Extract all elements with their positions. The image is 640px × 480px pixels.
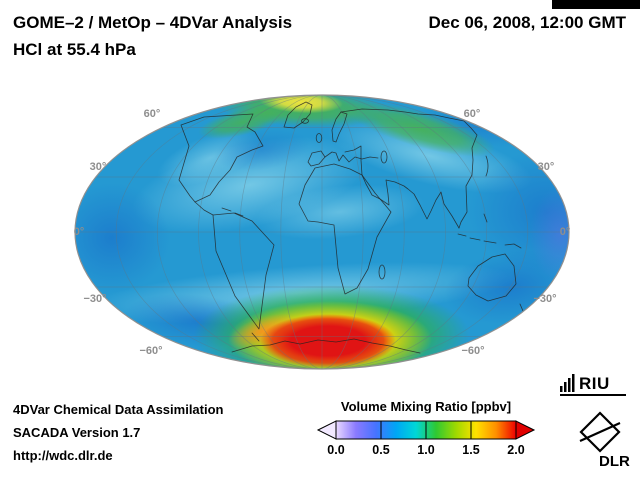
dlr-logo-icon bbox=[579, 411, 621, 453]
globe-outline bbox=[74, 94, 570, 370]
top-right-black-bar bbox=[552, 0, 640, 9]
coastline-japan bbox=[485, 155, 489, 177]
antarctic-maximum bbox=[194, 285, 470, 369]
riu-logo-text: RIU bbox=[579, 374, 610, 393]
lat-label-right-30s: −30° bbox=[533, 293, 557, 305]
globe-field bbox=[75, 95, 569, 369]
lat-label-left-60n: 60° bbox=[143, 108, 161, 120]
coastline-australia bbox=[467, 253, 517, 302]
coastline-britain bbox=[315, 133, 323, 143]
colorbar-over-arrow bbox=[515, 420, 536, 440]
coastline-south-europe bbox=[324, 151, 379, 163]
plot-subtitle: HCl at 55.4 hPa bbox=[13, 40, 136, 59]
colorbar-under-arrow bbox=[316, 420, 337, 440]
dlr-logo-text: DLR bbox=[599, 453, 630, 470]
coastline-antarctica bbox=[231, 332, 421, 354]
plot-title: GOME–2 / MetOp – 4DVar Analysis bbox=[13, 13, 293, 32]
coastlines bbox=[178, 101, 528, 354]
riu-logo: RIU bbox=[560, 374, 626, 396]
lat-label-right-0: 0° bbox=[559, 226, 571, 238]
footer-line-assimilation: 4DVar Chemical Data Assimilation bbox=[13, 402, 224, 417]
colorbar bbox=[316, 420, 536, 440]
coastline-caribbean bbox=[221, 207, 244, 217]
coastline-greenland bbox=[283, 101, 313, 129]
riu-logo-bars-icon bbox=[560, 374, 575, 392]
coastline-maritime-se-asia bbox=[457, 213, 522, 249]
coastline-central-america bbox=[194, 201, 214, 216]
lat-label-right-60s: −60° bbox=[461, 345, 485, 357]
colorbar-tick-0: 0.0 bbox=[327, 443, 345, 457]
footer-line-version: SACADA Version 1.7 bbox=[13, 425, 141, 440]
colorbar-tick-20: 2.0 bbox=[507, 443, 525, 457]
coastline-north-america bbox=[178, 113, 264, 203]
lat-label-left-30s: −30° bbox=[83, 293, 107, 305]
coastline-africa bbox=[298, 163, 392, 295]
plot-datetime: Dec 06, 2008, 12:00 GMT bbox=[428, 13, 626, 32]
lat-label-right-30n: 30° bbox=[537, 161, 555, 173]
coastline-madagascar bbox=[378, 264, 386, 280]
coastline-south-america bbox=[212, 212, 275, 330]
coastline-scandinavia bbox=[331, 111, 348, 143]
lat-label-left-60s: −60° bbox=[139, 345, 163, 357]
colorbar-tick-10: 1.0 bbox=[417, 443, 435, 457]
lat-label-left-0: 0° bbox=[73, 226, 85, 238]
lat-label-left-30n: 30° bbox=[89, 161, 107, 173]
colorbar-dividers bbox=[380, 421, 472, 439]
coastline-caspian bbox=[380, 150, 388, 164]
colorbar-title: Volume Mixing Ratio [ppbv] bbox=[340, 399, 512, 414]
coastline-iceland bbox=[301, 118, 309, 124]
coastline-south-asia-arabia bbox=[344, 145, 460, 229]
coastline-eurasia-north-east bbox=[340, 108, 478, 229]
colorbar-tick-05: 0.5 bbox=[372, 443, 390, 457]
colorbar-tick-15: 1.5 bbox=[462, 443, 480, 457]
footer-line-url: http://wdc.dlr.de bbox=[13, 448, 113, 463]
lat-label-right-60n: 60° bbox=[463, 108, 481, 120]
